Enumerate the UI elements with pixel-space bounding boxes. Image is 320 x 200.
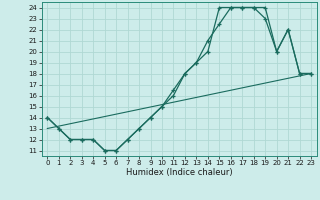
X-axis label: Humidex (Indice chaleur): Humidex (Indice chaleur) [126,168,233,177]
